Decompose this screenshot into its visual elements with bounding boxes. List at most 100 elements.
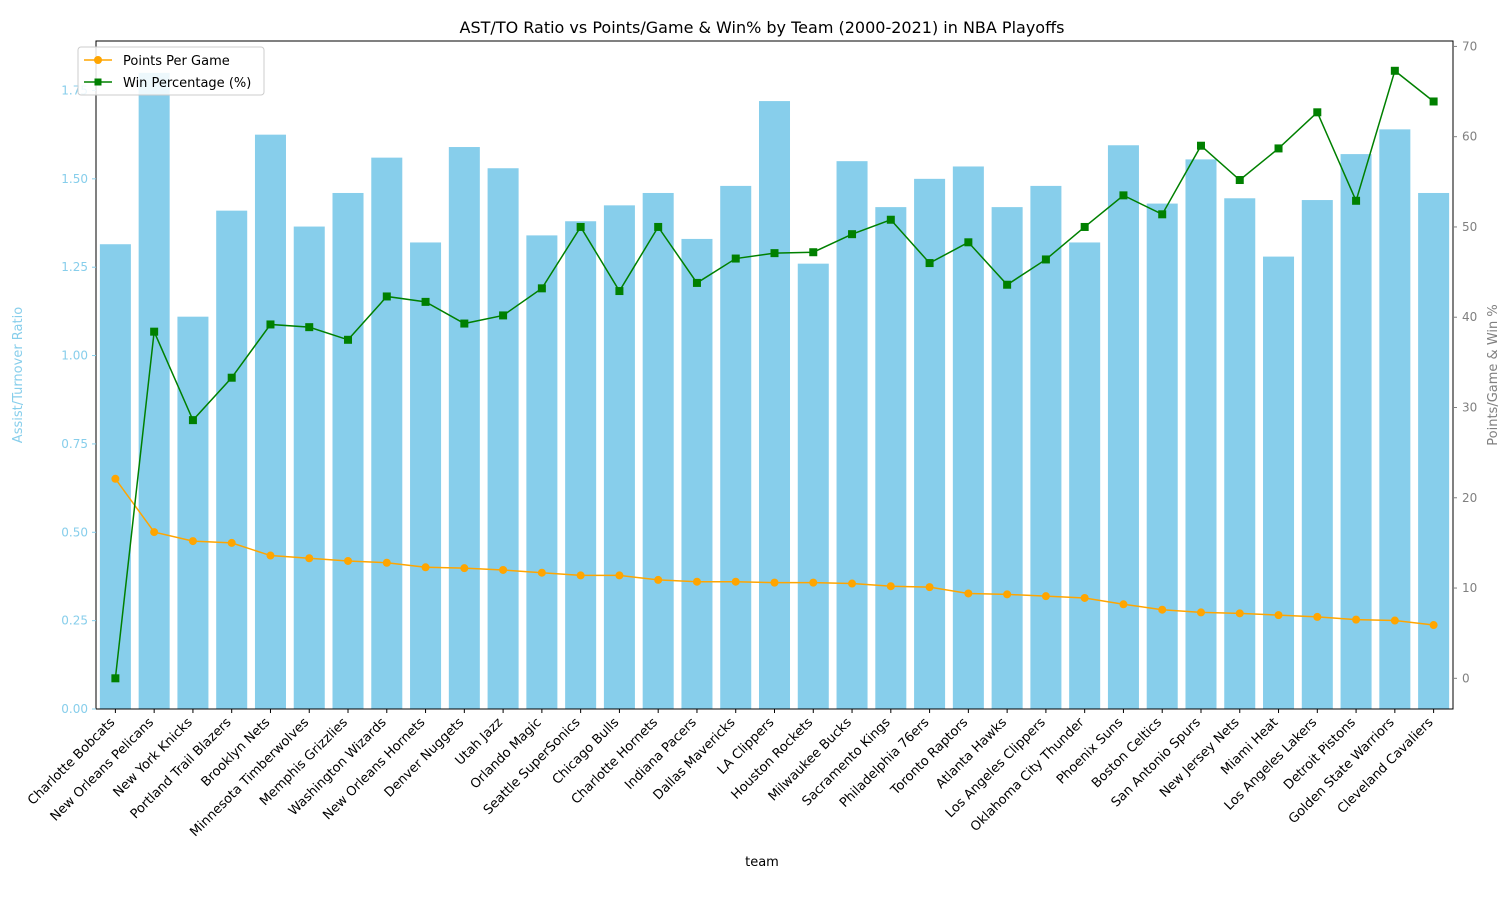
legend-marker-points-per-game [94, 56, 102, 64]
y-left-tick-label: 0.50 [61, 525, 88, 539]
point-points-per-game-denver-nuggets [460, 564, 469, 573]
bar-new-orleans-pelicans [138, 72, 170, 710]
point-points-per-game-dallas-mavericks [731, 577, 740, 586]
point-points-per-game-new-york-knicks [188, 537, 197, 546]
point-win-percentage-san-antonio-spurs [1196, 141, 1205, 150]
y-axis-right: 0 10 20 30 40 50 60 70 [1453, 39, 1477, 685]
point-win-percentage-toronto-raptors [964, 238, 973, 247]
bar-phoenix-suns [1107, 145, 1139, 710]
point-points-per-game-orlando-magic [537, 568, 546, 577]
y-left-tick-label: 1.00 [61, 349, 88, 363]
bar-brooklyn-nets [254, 134, 286, 709]
y-right-tick-label: 50 [1462, 220, 1477, 234]
bar-portland-trail-blazers [216, 210, 248, 709]
y-right-tick-label: 60 [1462, 130, 1477, 144]
point-win-percentage-los-angeles-clippers [1041, 255, 1050, 264]
y-right-tick-label: 0 [1462, 671, 1470, 685]
point-win-percentage-oklahoma-city-thunder [1080, 222, 1089, 231]
point-points-per-game-toronto-raptors [964, 589, 973, 598]
point-win-percentage-minnesota-timberwolves [305, 323, 314, 332]
point-win-percentage-philadelphia-76ers [925, 259, 934, 268]
point-win-percentage-charlotte-hornets [654, 222, 663, 231]
point-win-percentage-sacramento-kings [886, 215, 895, 224]
point-points-per-game-brooklyn-nets [266, 551, 275, 560]
point-points-per-game-los-angeles-lakers [1313, 612, 1322, 621]
bar-detroit-pistons [1340, 154, 1372, 709]
bar-new-jersey-nets [1224, 198, 1256, 709]
bar-charlotte-hornets [642, 192, 674, 710]
bar-cleveland-cavaliers [1418, 192, 1450, 710]
point-win-percentage-orlando-magic [537, 284, 546, 293]
bar-utah-jazz [487, 168, 519, 709]
point-points-per-game-utah-jazz [499, 565, 508, 574]
point-points-per-game-phoenix-suns [1119, 600, 1128, 609]
point-points-per-game-oklahoma-city-thunder [1080, 593, 1089, 602]
bar-seattle-supersonics [565, 221, 597, 709]
bar-atlanta-hawks [991, 207, 1023, 710]
point-points-per-game-los-angeles-clippers [1041, 592, 1050, 601]
point-win-percentage-new-orleans-hornets [421, 297, 430, 306]
y-axis-right-label: Points/Game & Win % [1486, 304, 1501, 445]
y-left-tick-label: 0.25 [61, 614, 88, 628]
bar-oklahoma-city-thunder [1069, 242, 1101, 709]
bar-memphis-grizzlies [332, 192, 364, 710]
bar-philadelphia-76ers [914, 178, 946, 710]
bar-washington-wizards [371, 157, 403, 710]
point-points-per-game-sacramento-kings [886, 582, 895, 591]
bar-toronto-raptors [952, 166, 984, 710]
y-left-tick-label: 1.50 [61, 172, 88, 186]
point-points-per-game-indiana-pacers [692, 577, 701, 586]
point-win-percentage-seattle-supersonics [576, 222, 585, 231]
point-points-per-game-philadelphia-76ers [925, 583, 934, 592]
point-points-per-game-new-jersey-nets [1235, 609, 1244, 618]
point-win-percentage-denver-nuggets [460, 319, 469, 328]
point-points-per-game-atlanta-hawks [1003, 590, 1012, 599]
point-win-percentage-utah-jazz [499, 311, 508, 320]
point-points-per-game-washington-wizards [382, 558, 391, 567]
bar-boston-celtics [1146, 203, 1178, 709]
point-points-per-game-seattle-supersonics [576, 571, 585, 580]
point-win-percentage-chicago-bulls [615, 287, 624, 296]
point-points-per-game-san-antonio-spurs [1196, 608, 1205, 617]
point-win-percentage-houston-rockets [809, 248, 818, 257]
lines-layer [111, 66, 1438, 683]
point-win-percentage-indiana-pacers [692, 278, 701, 287]
point-win-percentage-golden-state-warriors [1390, 66, 1399, 75]
y-right-tick-label: 10 [1462, 581, 1477, 595]
point-win-percentage-miami-heat [1274, 144, 1283, 153]
bars-layer [99, 72, 1450, 710]
bar-miami-heat [1263, 256, 1295, 709]
bar-chicago-bulls [603, 205, 635, 709]
point-win-percentage-la-clippers [770, 249, 779, 258]
point-points-per-game-cleveland-cavaliers [1429, 621, 1438, 630]
point-points-per-game-charlotte-hornets [654, 575, 663, 584]
legend-marker-win-percentage [94, 78, 102, 86]
point-win-percentage-new-orleans-pelicans [150, 327, 159, 336]
point-win-percentage-memphis-grizzlies [344, 335, 353, 344]
point-points-per-game-milwaukee-bucks [848, 579, 857, 588]
y-right-tick-label: 30 [1462, 400, 1477, 414]
point-points-per-game-boston-celtics [1158, 605, 1167, 614]
point-points-per-game-memphis-grizzlies [344, 556, 353, 565]
legend: Points Per Game Win Percentage (%) [77, 46, 265, 96]
bar-new-york-knicks [177, 316, 209, 709]
y-right-tick-label: 40 [1462, 310, 1477, 324]
bar-orlando-magic [526, 235, 558, 709]
point-win-percentage-los-angeles-lakers [1313, 108, 1322, 117]
point-win-percentage-washington-wizards [382, 292, 391, 301]
x-axis-label: team [745, 855, 779, 870]
point-win-percentage-new-york-knicks [188, 416, 197, 425]
bar-minnesota-timberwolves [293, 226, 325, 710]
point-win-percentage-dallas-mavericks [731, 254, 740, 263]
point-points-per-game-golden-state-warriors [1390, 616, 1399, 625]
legend-label-points-per-game: Points Per Game [123, 54, 230, 69]
legend-frame [77, 46, 265, 96]
bar-los-angeles-lakers [1301, 200, 1333, 710]
point-points-per-game-la-clippers [770, 578, 779, 587]
y-left-tick-label: 0.00 [61, 702, 88, 716]
bar-sacramento-kings [875, 207, 907, 710]
y-axis-left-label: Assist/Turnover Ratio [11, 307, 26, 443]
bar-denver-nuggets [448, 147, 480, 710]
